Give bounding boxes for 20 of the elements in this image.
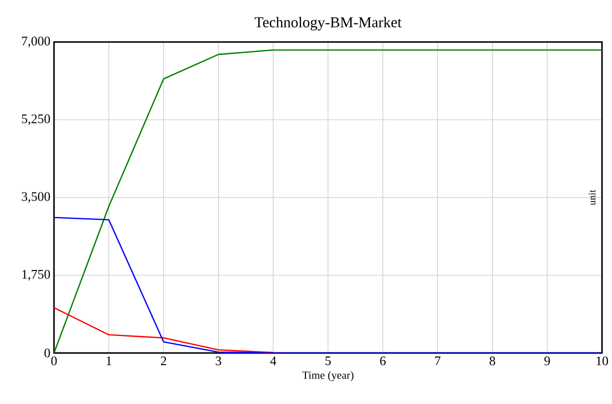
y-tick-label: 3,500 — [22, 192, 50, 203]
x-tick-label: 1 — [106, 356, 112, 366]
x-axis-title: Time (year) — [302, 371, 354, 382]
y-tick-label: 5,250 — [22, 114, 50, 126]
x-tick-label: 3 — [216, 356, 222, 366]
y-tick-label: 0 — [44, 348, 50, 358]
x-tick-label: 5 — [326, 356, 331, 366]
x-tick-label: 7 — [435, 356, 440, 366]
x-tick-label: 4 — [270, 356, 276, 366]
y-tick-label: 7,000 — [22, 36, 50, 48]
chart-title: Technology-BM-Market — [254, 16, 402, 30]
x-tick-label: 2 — [160, 356, 166, 366]
x-tick-label: 6 — [380, 356, 386, 366]
x-tick-label: 8 — [490, 356, 496, 366]
line-series — [54, 307, 274, 353]
x-tick-label: 10 — [596, 356, 608, 366]
x-tick-label: 9 — [544, 356, 550, 366]
y-axis-title: unit — [588, 190, 596, 206]
y-tick-label: 1,750 — [22, 270, 50, 281]
x-tick-label: 0 — [51, 356, 57, 366]
